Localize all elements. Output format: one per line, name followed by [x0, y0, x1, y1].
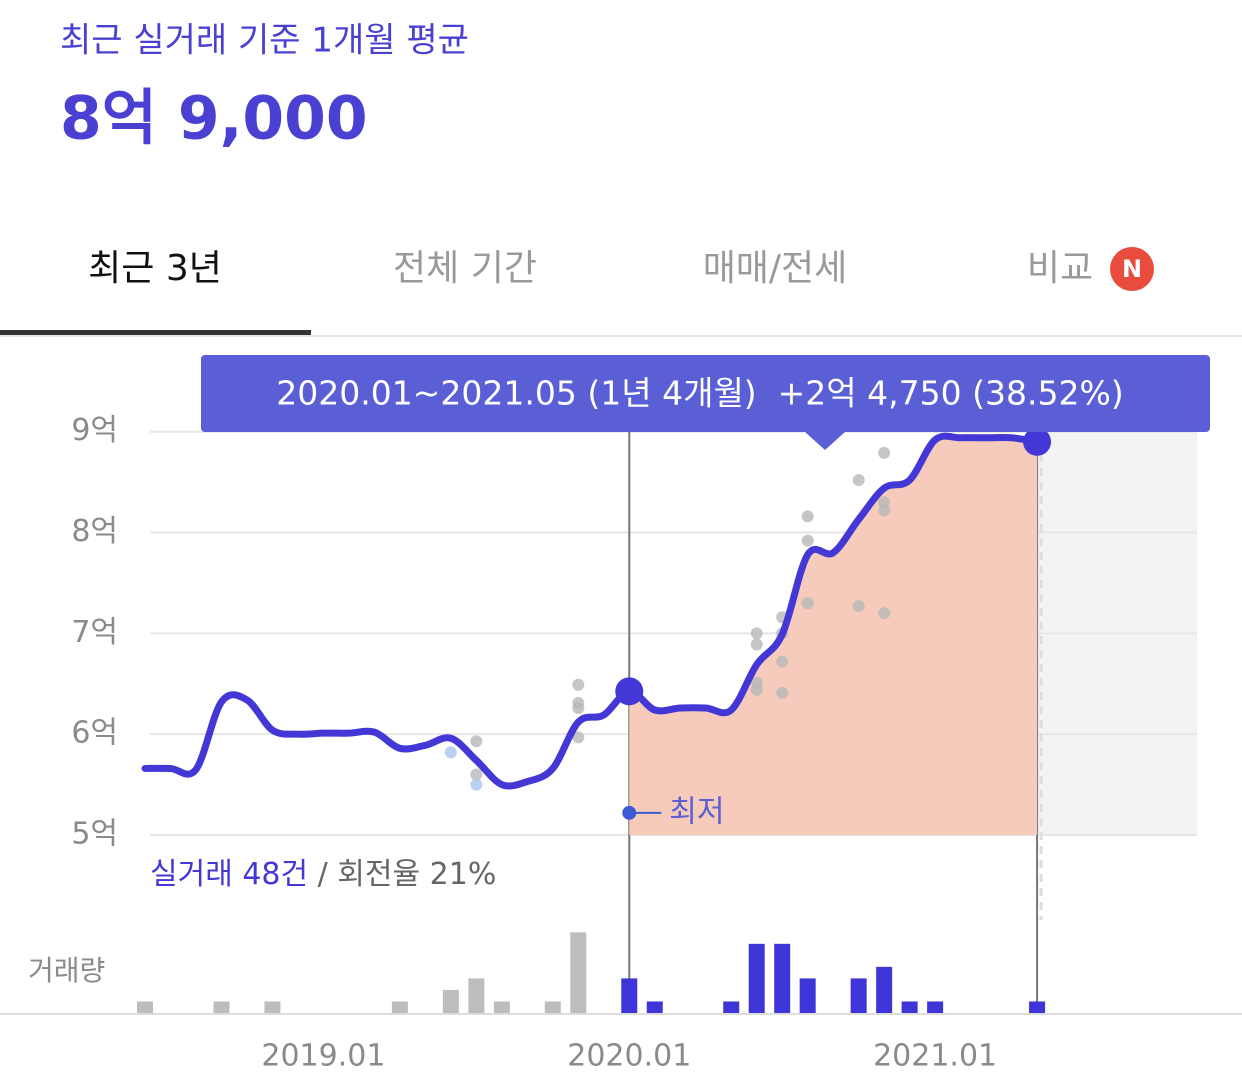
volume-bar [774, 943, 791, 1013]
badge-text: N [1122, 255, 1142, 283]
low-label: 최저 [669, 794, 724, 829]
transaction-dot [801, 510, 814, 523]
volume-bar [544, 1001, 561, 1013]
volume-bar [901, 1001, 918, 1013]
transaction-dot [801, 597, 814, 610]
stats-count: 실거래 48건 [150, 857, 308, 892]
selection-point [615, 677, 644, 706]
tab-underline [0, 330, 311, 335]
volume-label: 거래량 [28, 954, 105, 987]
y-tick-label: 9억 [71, 413, 118, 448]
transaction-dot [852, 474, 865, 487]
price: 8억 9,000 [60, 84, 368, 154]
y-tick-label: 6억 [71, 716, 118, 751]
selection-point [1023, 427, 1052, 456]
transaction-dot [852, 600, 865, 613]
transaction-dot [750, 683, 763, 696]
transaction-dot [444, 746, 457, 759]
volume-bar [850, 978, 867, 1013]
tab[interactable]: 전체 기간 [393, 248, 537, 289]
transaction-dot [572, 701, 585, 714]
transaction-dot [572, 678, 585, 691]
badge [1110, 247, 1154, 291]
volume-bar [646, 1001, 663, 1013]
tooltip-text: 2020.01~2021.05 (1년 4개월) +2억 4,750 (38.5… [276, 374, 1123, 413]
transaction-dot [878, 504, 891, 517]
stats-rate: / 회전율 21% [308, 857, 496, 892]
transaction-dot [470, 768, 483, 781]
volume-bar [1029, 1001, 1046, 1013]
volume-bar [723, 1001, 740, 1013]
transaction-dot [572, 731, 585, 744]
x-tick-label: 2021.01 [873, 1039, 997, 1074]
tooltip-box [201, 355, 1210, 432]
low-marker [622, 805, 637, 820]
volume-bar [799, 978, 816, 1013]
volume-bar [876, 966, 893, 1013]
volume-bar [213, 1001, 230, 1013]
transaction-dot [470, 735, 483, 748]
y-tick-label: 5억 [71, 817, 118, 852]
transaction-dot [470, 778, 483, 791]
transaction-dot [801, 534, 814, 547]
volume-bar [621, 978, 638, 1013]
tab[interactable]: 최근 3년 [88, 248, 222, 289]
transaction-dot [776, 655, 789, 668]
x-tick-label: 2020.01 [567, 1039, 691, 1074]
tab[interactable]: 매매/전세 [703, 248, 848, 289]
transaction-dot [878, 446, 891, 459]
selection-area [629, 436, 1038, 835]
volume-bar [493, 1001, 510, 1013]
volume-bar [748, 943, 765, 1013]
transaction-dot [750, 638, 763, 651]
volume-bar [442, 989, 459, 1013]
tab[interactable]: 비교 [1027, 248, 1093, 289]
subtitle: 최근 실거래 기준 1개월 평균 [60, 21, 469, 61]
volume-bar [137, 1001, 153, 1013]
y-tick-label: 7억 [71, 615, 118, 650]
price-line [141, 432, 1041, 790]
transaction-dot [750, 627, 763, 640]
volume-bar [468, 978, 485, 1013]
x-tick-label: 2019.01 [261, 1039, 385, 1074]
volume-bar [264, 1001, 281, 1013]
y-tick-label: 8억 [71, 514, 118, 549]
volume-bar [570, 932, 587, 1013]
stats: 실거래 48건 / 회전율 21% [150, 857, 496, 892]
tooltip-arrow [805, 432, 845, 450]
volume-bar [927, 1001, 944, 1013]
transaction-dot [878, 607, 891, 620]
volume-bar [391, 1001, 408, 1013]
transaction-dot [776, 686, 789, 699]
